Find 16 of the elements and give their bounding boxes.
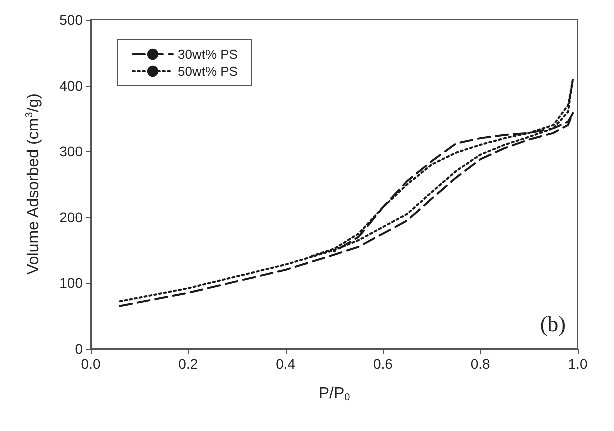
x-tick-label: 1.0: [568, 356, 588, 372]
y-tick-label: 0: [75, 341, 84, 357]
x-tick-label: 0.0: [81, 356, 101, 372]
legend-label: 50wt% PS: [178, 64, 238, 79]
x-tick-label: 0.8: [470, 356, 491, 372]
y-tick-label: 400: [60, 78, 84, 94]
x-tick-label: 0.2: [178, 356, 198, 372]
x-tick-label: 0.6: [373, 356, 394, 372]
y-tick-label: 500: [60, 12, 84, 28]
y-axis-title: Volume Adsorbed (cm3/g): [24, 94, 42, 275]
y-tick-label: 100: [60, 275, 84, 292]
y-tick-label: 200: [60, 209, 84, 226]
legend-label: 30wt% PS: [178, 47, 238, 62]
annotation: (b): [540, 312, 566, 336]
y-tick-label: 300: [60, 144, 84, 160]
x-tick-label: 0.4: [276, 356, 296, 372]
